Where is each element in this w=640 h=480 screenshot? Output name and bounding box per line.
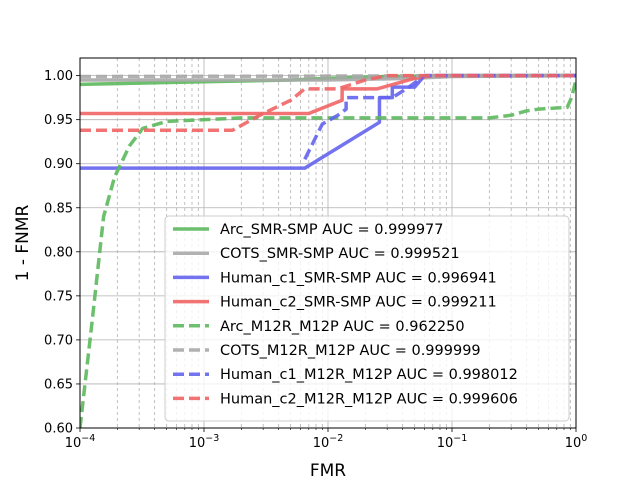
x-tick-label: 10−1 [437,433,468,451]
legend-label-8: Human_c2_M12R_M12P AUC = 0.999606 [220,391,518,407]
legend-label-7: Human_c1_M12R_M12P AUC = 0.998012 [220,367,518,383]
series-line-3 [80,73,576,170]
legend-label-6: COTS_M12R_M12P AUC = 0.999999 [220,343,481,359]
legend: Arc_SMR-SMP AUC = 0.999977 COTS_SMR-SMP A… [164,215,570,422]
y-tick-label: 0.65 [44,377,73,392]
legend-box [164,215,570,422]
y-axis-ticks: 0.60 0.65 0.70 0.75 0.80 0.85 0.90 0.95 1.00 [44,69,80,437]
y-tick-label: 0.70 [44,333,73,348]
y-tick-label: 0.75 [44,289,73,304]
y-tick-label: 1.00 [44,69,73,84]
y-tick-label: 0.85 [44,201,73,216]
x-tick-label: 10−2 [313,433,344,451]
y-tick-label: 0.60 [44,422,73,437]
y-tick-label: 0.80 [44,245,73,260]
series-line-6 [80,73,576,79]
x-tick-label: 10−3 [189,433,220,451]
series-layer [80,73,576,428]
legend-label-4: Human_c2_SMR-SMP AUC = 0.999211 [220,295,497,311]
y-tick-label: 0.90 [44,157,73,172]
series-line-5 [80,79,576,428]
legend-label-1: Arc_SMR-SMP AUC = 0.999977 [220,222,444,238]
x-tick-label: 100 [565,433,588,451]
legend-label-5: Arc_M12R_M12P AUC = 0.962250 [220,319,465,335]
x-axis-label: FMR [310,461,346,480]
legend-label-2: COTS_SMR-SMP AUC = 0.999521 [220,246,460,262]
legend-label-3: Human_c1_SMR-SMP AUC = 0.996941 [220,270,497,286]
series-line-8 [80,73,576,132]
x-tick-label: 10−4 [65,433,96,451]
y-axis-label: 1 - FNMR [13,204,33,281]
x-axis-ticks: 10−4 10−3 10−2 10−1 100 [65,428,588,451]
y-tick-label: 0.95 [44,113,73,128]
